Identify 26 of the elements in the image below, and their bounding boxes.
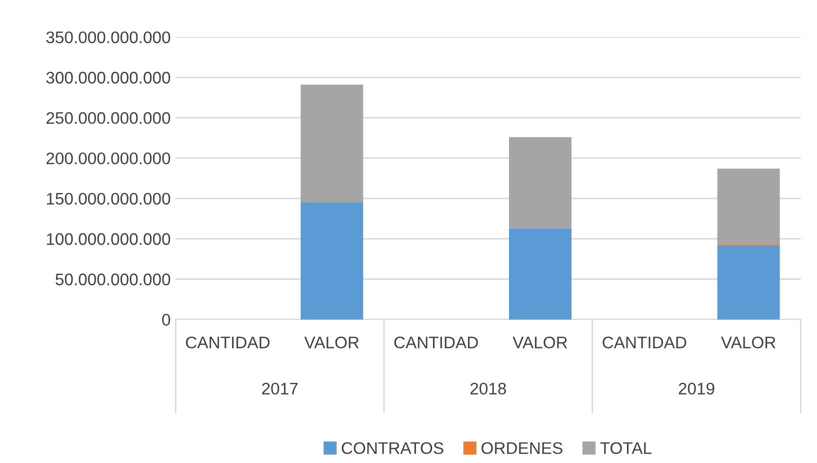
text: 2018 — [470, 382, 506, 395]
y-tick-label: 200.000.000.000 — [46, 152, 170, 164]
x-tick-label: CANTIDAD — [394, 336, 478, 348]
x-tick-label: VALOR — [721, 336, 776, 348]
y-tick-label: 300.000.000.000 — [46, 72, 170, 84]
legend-label: ORDENES — [482, 442, 562, 454]
x-tick-label: CANTIDAD — [602, 336, 686, 348]
bar — [300, 84, 364, 202]
bar — [508, 137, 572, 228]
legend-label: CONTRATOS — [342, 442, 444, 454]
legend-label: TOTAL — [600, 442, 652, 454]
bar — [717, 246, 780, 320]
text: 2017 — [262, 382, 298, 395]
bar — [300, 202, 364, 320]
x-tick-label: VALOR — [304, 336, 359, 348]
y-tick-label: 0 — [162, 314, 170, 326]
y-tick-label: 350.000.000.000 — [46, 31, 170, 44]
x-tick-label: VALOR — [512, 336, 568, 348]
bar — [508, 228, 572, 320]
x-tick-label: CANTIDAD — [186, 336, 270, 348]
bar — [717, 168, 780, 244]
y-tick-label: 50.000.000.000 — [56, 274, 170, 286]
y-tick-label: 250.000.000.000 — [46, 112, 170, 124]
text: 2019 — [678, 382, 714, 395]
y-tick-label: 150.000.000.000 — [46, 192, 170, 205]
y-tick-label: 100.000.000.000 — [46, 233, 170, 245]
